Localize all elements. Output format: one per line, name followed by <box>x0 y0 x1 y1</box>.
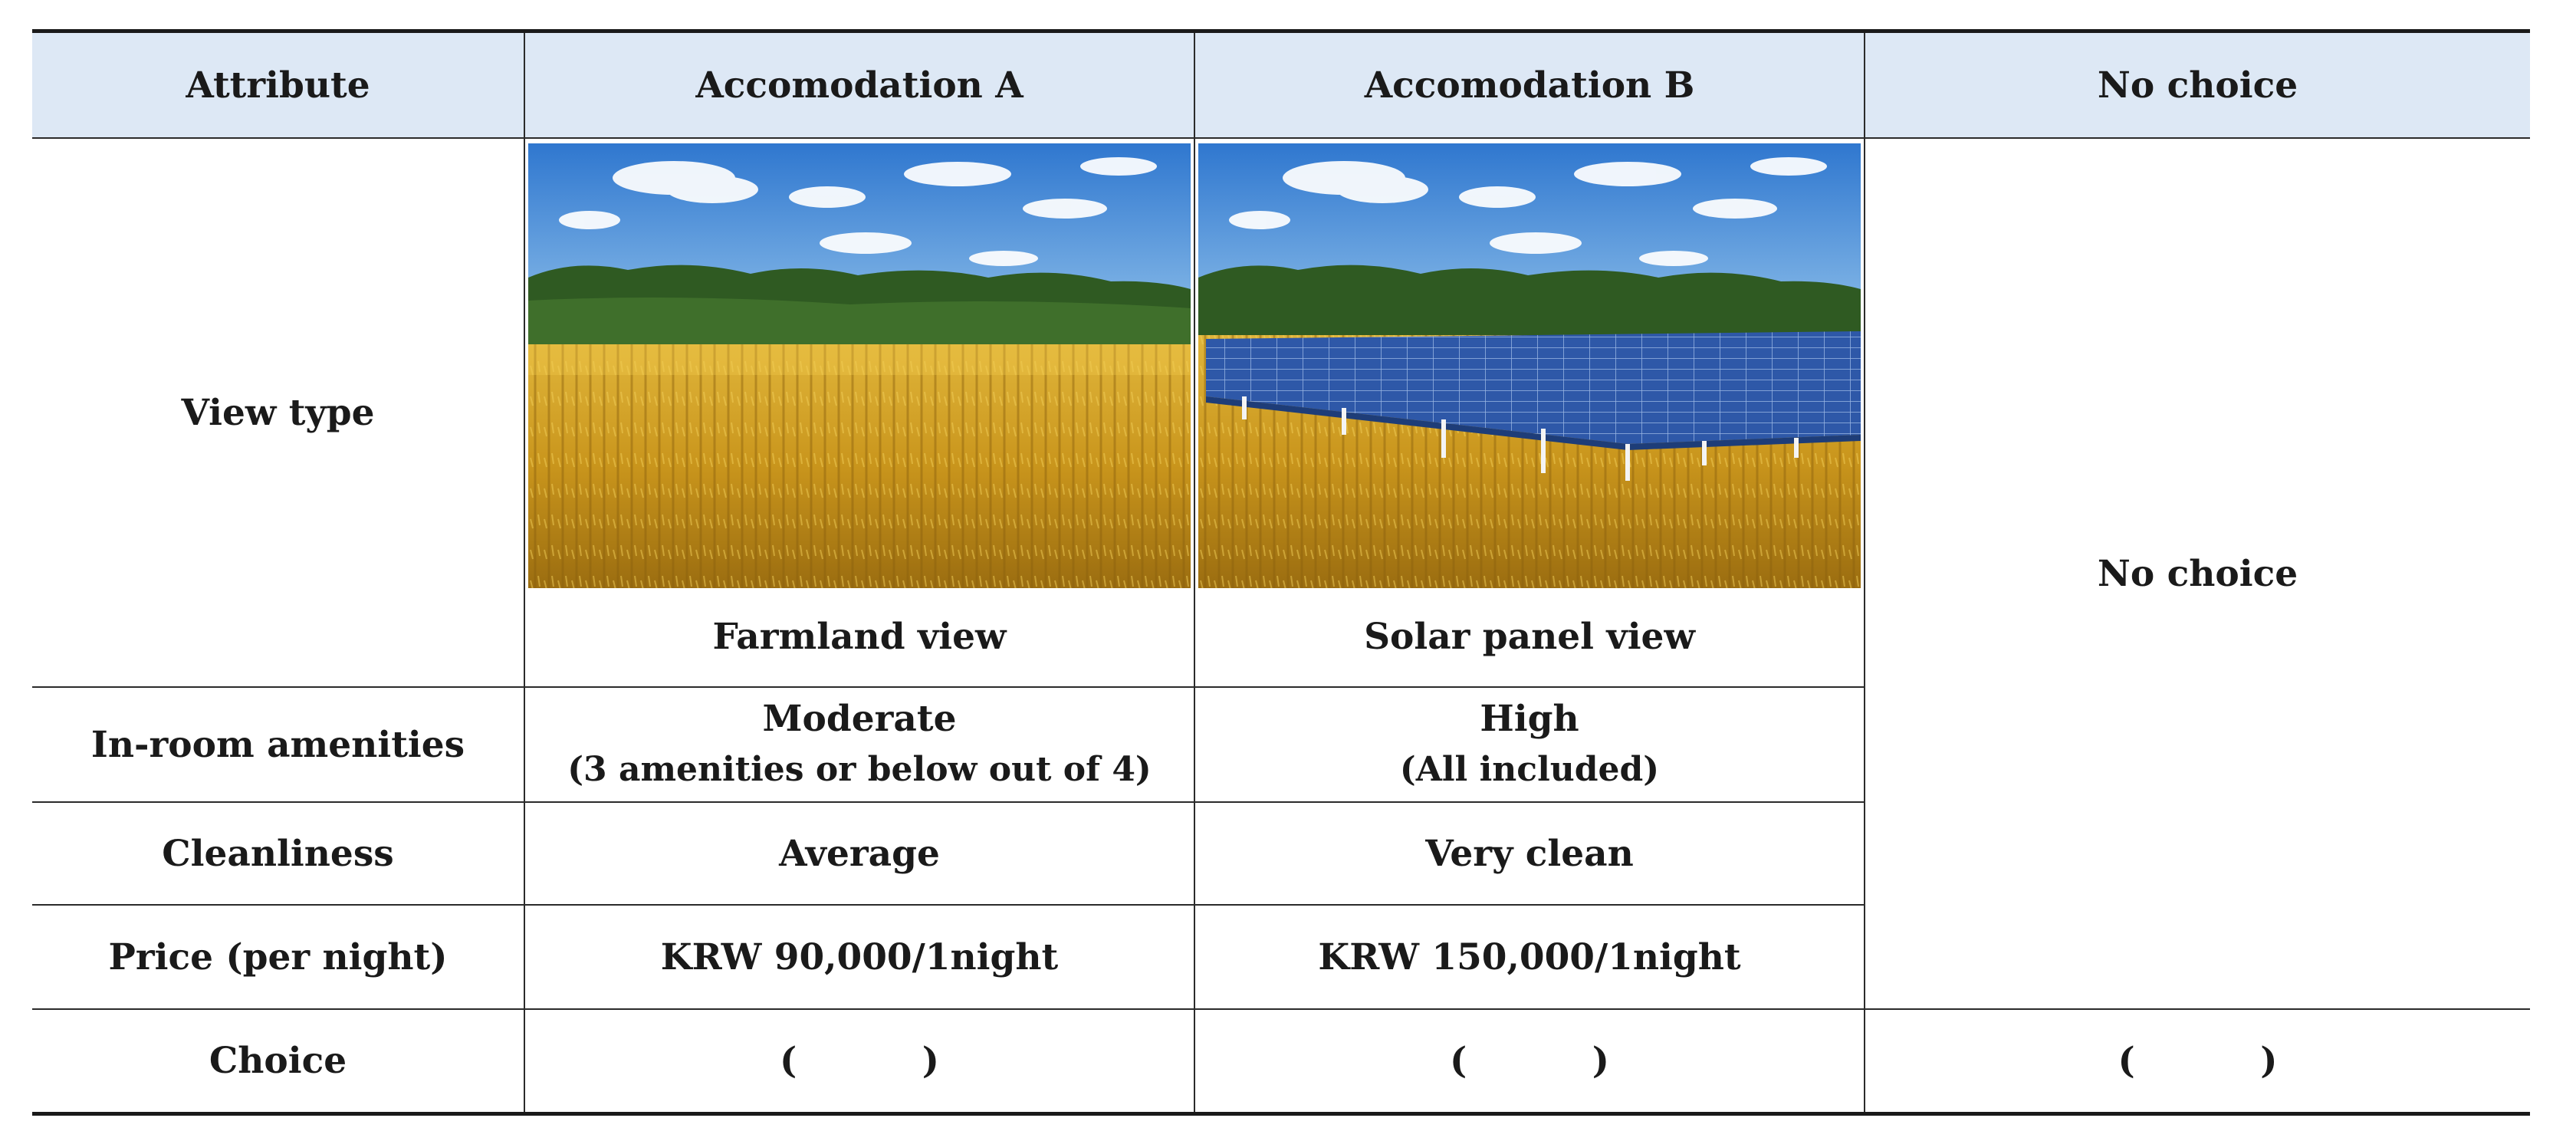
row-choice: Choice ( ) ( ) ( ) <box>32 1008 2530 1116</box>
choice-set-table: Attribute Accomodation A Accomodation B … <box>32 29 2530 1116</box>
caption-farmland-view: Farmland view <box>712 616 1007 658</box>
cell-view-b: Solar panel view <box>1194 137 1865 688</box>
row-cleanliness: Cleanliness Average Very clean <box>32 801 2530 906</box>
header-no-choice: No choice <box>1864 29 2530 139</box>
choice-blank-a[interactable]: ( ) <box>524 1008 1195 1116</box>
solar-panel-photo <box>1198 143 1861 588</box>
amenities-a-level: Moderate <box>762 698 957 740</box>
header-row: Attribute Accomodation A Accomodation B … <box>32 29 2530 139</box>
choice-blank-b[interactable]: ( ) <box>1194 1008 1865 1116</box>
caption-solar-panel-view: Solar panel view <box>1364 616 1695 658</box>
cell-view-a: Farmland view <box>524 137 1195 688</box>
choice-a-parentheses: ( ) <box>779 1039 940 1082</box>
cell-no-choice-merged: No choice <box>1864 137 2530 1010</box>
cell-price-a: KRW 90,000/1night <box>524 904 1195 1010</box>
row-in-room-amenities: In-room amenities Moderate (3 amenities … <box>32 686 2530 803</box>
label-view-type: View type <box>32 137 525 688</box>
choice-set-table-wrapper: Attribute Accomodation A Accomodation B … <box>32 29 2530 1116</box>
header-accommodation-a: Accomodation A <box>524 29 1195 139</box>
cell-price-b: KRW 150,000/1night <box>1194 904 1865 1010</box>
cell-cleanliness-a: Average <box>524 801 1195 906</box>
label-in-room-amenities: In-room amenities <box>32 686 525 803</box>
header-accommodation-b: Accomodation B <box>1194 29 1865 139</box>
farmland-photo <box>528 143 1191 588</box>
amenities-b-level: High <box>1480 698 1579 740</box>
choice-b-parentheses: ( ) <box>1449 1039 1610 1082</box>
cell-amenities-b: High (All included) <box>1194 686 1865 803</box>
row-view-type: View type <box>32 137 2530 1010</box>
label-choice: Choice <box>32 1008 525 1116</box>
amenities-a-detail: (3 amenities or below out of 4) <box>567 750 1152 789</box>
row-price: Price (per night) KRW 90,000/1night KRW … <box>32 904 2530 1010</box>
choice-none-parentheses: ( ) <box>2118 1039 2278 1082</box>
header-attribute: Attribute <box>32 29 525 139</box>
label-cleanliness: Cleanliness <box>32 801 525 906</box>
label-price: Price (per night) <box>32 904 525 1010</box>
cell-cleanliness-b: Very clean <box>1194 801 1865 906</box>
choice-blank-no-choice[interactable]: ( ) <box>1864 1008 2530 1116</box>
cell-amenities-a: Moderate (3 amenities or below out of 4) <box>524 686 1195 803</box>
amenities-b-detail: (All included) <box>1399 750 1660 789</box>
